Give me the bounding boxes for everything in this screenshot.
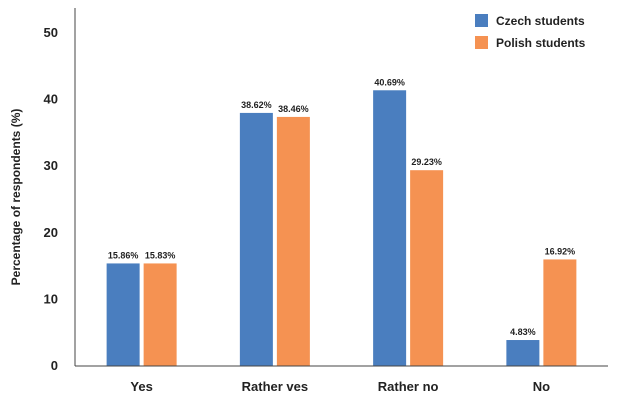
- legend-swatch: [475, 14, 488, 27]
- data-label: 15.86%: [108, 250, 139, 260]
- category-label: No: [533, 379, 550, 394]
- y-tick-label: 50: [44, 25, 58, 40]
- data-label: 29.23%: [411, 157, 442, 167]
- category-label: Yes: [130, 379, 152, 394]
- legend: Czech students Polish students: [475, 14, 586, 50]
- y-axis-ticks: 0 10 20 30 40 50: [44, 25, 58, 373]
- data-labels: 15.86% 15.83% 38.62% 38.46% 40.69% 29.23% 4.83…: [108, 77, 575, 337]
- y-tick-label: 30: [44, 158, 58, 173]
- bar-polish-students: [543, 259, 577, 366]
- x-axis-categories: Yes Rather ves Rather no No: [130, 379, 550, 394]
- bar-polish-students: [276, 116, 310, 366]
- y-axis-title: Percentage of respondents (%): [9, 109, 23, 286]
- y-tick-label: 20: [44, 225, 58, 240]
- legend-label: Czech students: [496, 14, 585, 28]
- bar-polish-students: [410, 170, 444, 366]
- legend-swatch: [475, 36, 488, 49]
- bar-czech-students: [506, 340, 540, 366]
- legend-label: Polish students: [496, 36, 586, 50]
- y-tick-label: 40: [44, 92, 58, 107]
- data-label: 38.46%: [278, 104, 309, 114]
- data-label: 38.62%: [241, 100, 272, 110]
- bar-polish-students: [143, 263, 177, 366]
- data-label: 4.83%: [510, 327, 536, 337]
- bar-czech-students: [106, 263, 140, 366]
- bar-czech-students: [373, 90, 407, 366]
- data-label: 16.92%: [545, 246, 576, 256]
- category-label: Rather ves: [242, 379, 308, 394]
- y-tick-label: 10: [44, 291, 58, 306]
- bars: [106, 90, 577, 366]
- bar-czech-students: [239, 112, 273, 366]
- y-tick-label: 0: [51, 358, 58, 373]
- category-label: Rather no: [378, 379, 439, 394]
- data-label: 40.69%: [374, 77, 405, 87]
- data-label: 15.83%: [145, 250, 176, 260]
